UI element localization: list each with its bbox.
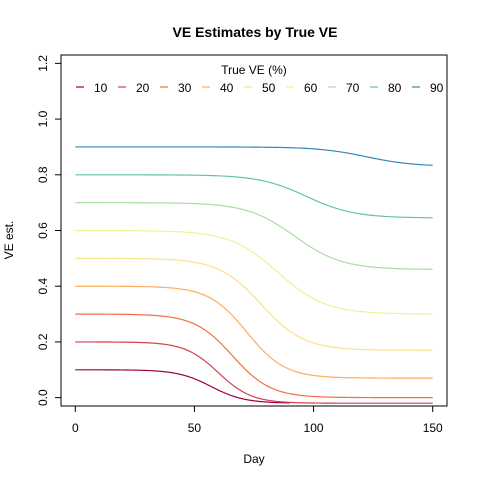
plot-box <box>60 54 448 407</box>
y-axis-label: VE est. <box>2 221 16 260</box>
series-line-10 <box>75 369 290 404</box>
y-tick-label: 0.4 <box>36 278 50 295</box>
legend-label-20: 20 <box>136 81 150 95</box>
chart-title: VE Estimates by True VE <box>173 24 338 40</box>
series-line-60 <box>75 229 433 315</box>
x-tick-label: 50 <box>188 421 202 435</box>
legend-label-10: 10 <box>94 81 108 95</box>
series-line-80 <box>75 174 433 219</box>
legend-title: True VE (%) <box>221 63 287 77</box>
series-line-50 <box>75 257 433 351</box>
legend-label-50: 50 <box>262 81 276 95</box>
x-tick-label: 150 <box>423 421 443 435</box>
y-tick-label: 1.2 <box>36 55 50 72</box>
legend-items: 10 20 30 40 50 60 70 80 90 <box>76 81 444 95</box>
y-axis: 0.0 0.2 0.4 0.6 0.8 1.0 1.2 <box>36 55 61 406</box>
series-lines <box>75 146 433 404</box>
x-tick-label: 0 <box>72 421 79 435</box>
x-axis: 0 50 100 150 <box>72 406 443 435</box>
y-tick-label: 1.0 <box>36 110 50 127</box>
series-line-90 <box>75 146 433 166</box>
legend-label-60: 60 <box>304 81 318 95</box>
series-line-40 <box>75 285 433 379</box>
y-tick-label: 0.8 <box>36 166 50 183</box>
series-line-20 <box>75 341 433 404</box>
series-line-30 <box>75 313 433 399</box>
x-tick-label: 100 <box>304 421 324 435</box>
y-tick-label: 0.0 <box>36 389 50 406</box>
legend-label-30: 30 <box>178 81 192 95</box>
legend-label-70: 70 <box>346 81 360 95</box>
legend-label-90: 90 <box>430 81 444 95</box>
legend-label-40: 40 <box>220 81 234 95</box>
y-tick-label: 0.2 <box>36 333 50 350</box>
y-tick-label: 0.6 <box>36 222 50 239</box>
x-axis-label: Day <box>243 452 264 466</box>
legend: True VE (%) 10 20 30 40 50 60 70 80 90 <box>76 63 444 95</box>
legend-label-80: 80 <box>388 81 402 95</box>
series-line-70 <box>75 202 433 270</box>
